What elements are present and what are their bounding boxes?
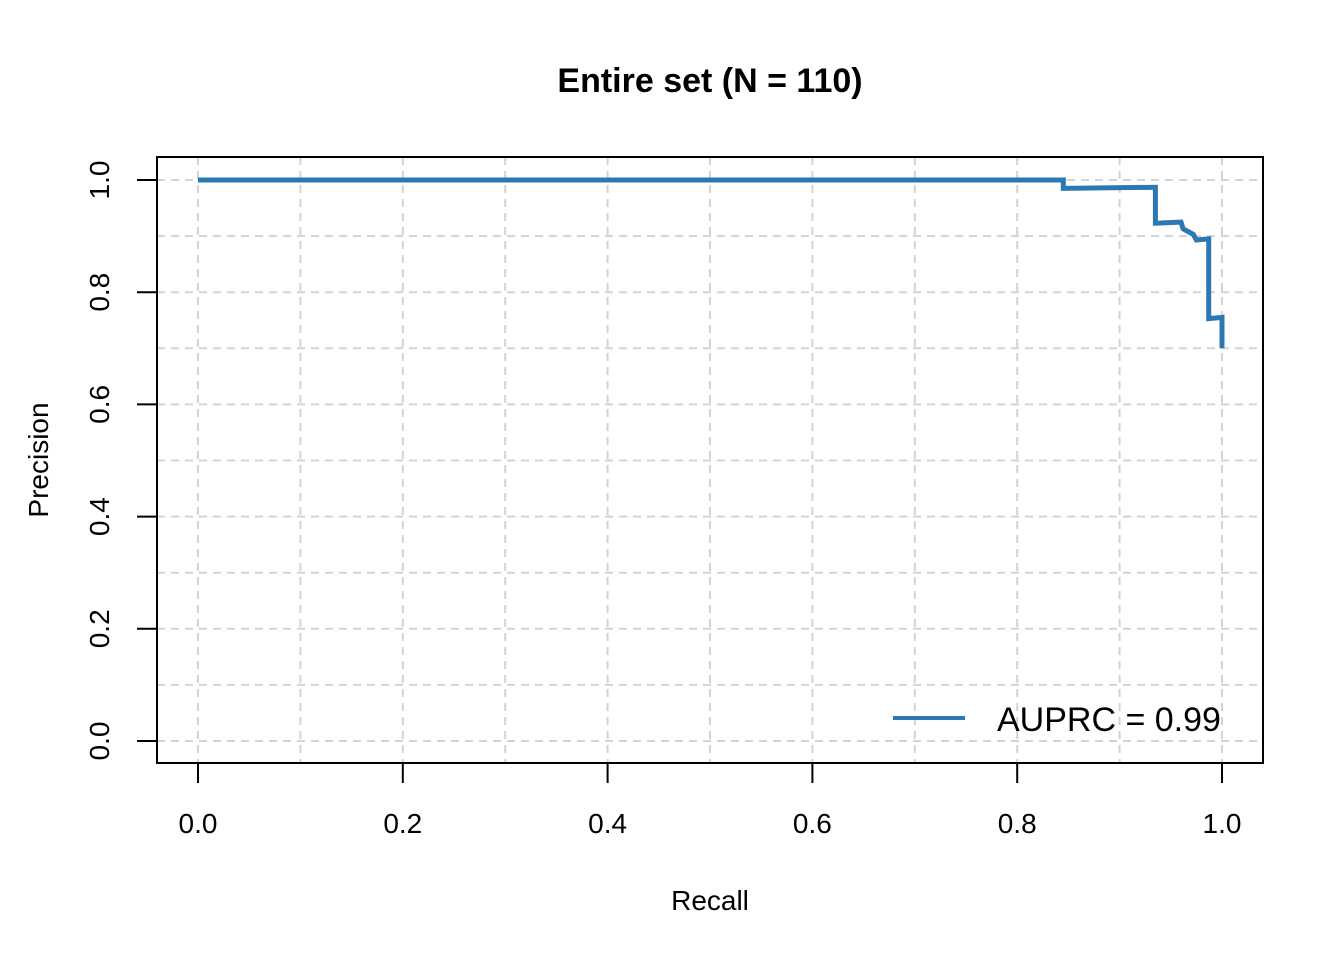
x-tick-label: 0.8 bbox=[998, 808, 1037, 839]
y-tick-label: 1.0 bbox=[84, 161, 115, 200]
y-tick-label: 0.0 bbox=[84, 722, 115, 761]
grid-lines bbox=[157, 157, 1263, 763]
legend: AUPRC = 0.99 bbox=[893, 701, 1221, 739]
series-layer bbox=[198, 177, 1225, 349]
x-tick-label: 0.2 bbox=[383, 808, 422, 839]
x-tick-label: 0.4 bbox=[588, 808, 627, 839]
x-axis-title: Recall bbox=[671, 885, 749, 916]
x-tick-label: 0.6 bbox=[793, 808, 832, 839]
x-axis: 0.0 0.2 0.4 0.6 0.8 1.0 bbox=[179, 763, 1242, 839]
legend-entry-label: AUPRC = 0.99 bbox=[997, 701, 1221, 739]
series-line bbox=[198, 177, 1225, 349]
x-tick-label: 0.0 bbox=[179, 808, 218, 839]
x-tick-label: 1.0 bbox=[1203, 808, 1242, 839]
chart-title: Entire set (N = 110) bbox=[557, 62, 862, 100]
y-axis: 0.0 0.2 0.4 0.6 0.8 1.0 bbox=[84, 161, 157, 761]
y-tick-label: 0.6 bbox=[84, 385, 115, 424]
y-tick-label: 0.4 bbox=[84, 497, 115, 536]
y-tick-label: 0.2 bbox=[84, 609, 115, 648]
plot-frame bbox=[156, 156, 1264, 764]
y-axis-title: Precision bbox=[23, 402, 54, 517]
y-tick-label: 0.8 bbox=[84, 273, 115, 312]
